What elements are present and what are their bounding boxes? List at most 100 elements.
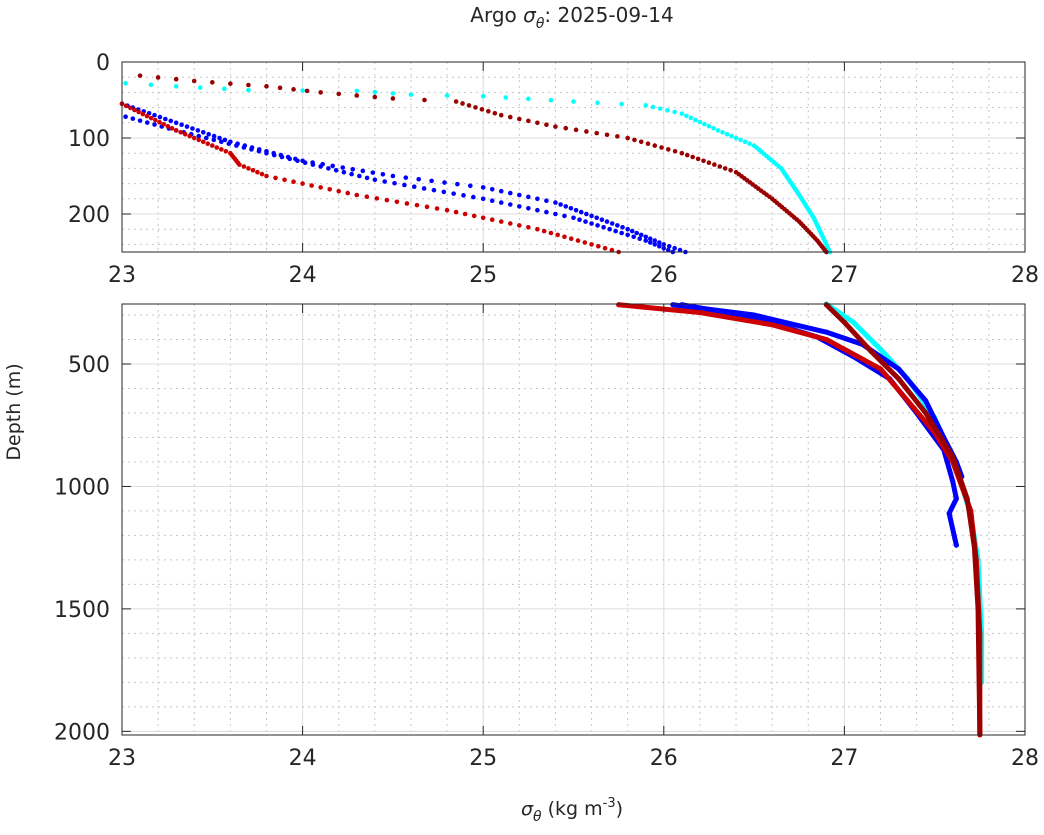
data-point <box>950 454 956 460</box>
data-point <box>326 166 331 171</box>
data-point <box>571 215 576 221</box>
data-point <box>421 186 427 191</box>
data-point <box>679 302 685 308</box>
data-point <box>507 190 513 196</box>
data-point <box>302 160 308 165</box>
data-point <box>473 105 478 110</box>
x-tick-label: 28 <box>1011 263 1039 288</box>
data-point <box>190 126 195 131</box>
data-point <box>357 173 362 179</box>
y-tick-label: 0 <box>96 51 110 76</box>
data-point <box>411 184 417 190</box>
data-point <box>526 194 531 200</box>
data-point <box>200 139 206 145</box>
y-tick-label: 2000 <box>54 720 110 745</box>
data-point <box>264 84 269 89</box>
data-point <box>562 234 567 240</box>
data-point <box>191 135 197 141</box>
data-point <box>738 137 743 143</box>
data-point <box>697 310 703 316</box>
data-point <box>526 118 531 124</box>
data-point <box>384 197 390 203</box>
data-point <box>442 180 447 185</box>
data-point <box>222 86 227 92</box>
data-point <box>300 181 305 186</box>
data-point <box>595 100 600 106</box>
data-point <box>287 156 293 162</box>
data-point <box>217 135 222 141</box>
data-point <box>492 110 498 116</box>
data-point <box>304 88 310 94</box>
data-point <box>255 169 260 175</box>
data-point <box>173 76 179 82</box>
data-point <box>953 496 959 502</box>
data-point <box>279 154 285 160</box>
data-point <box>535 120 540 126</box>
data-point <box>498 112 504 118</box>
data-point <box>318 164 323 169</box>
data-point <box>153 117 158 123</box>
data-point <box>643 238 649 243</box>
data-point <box>241 164 247 169</box>
data-point <box>563 204 569 209</box>
data-point <box>460 101 465 106</box>
data-point <box>148 115 154 121</box>
data-point <box>717 164 723 169</box>
data-point <box>327 187 332 192</box>
data-point <box>451 191 456 196</box>
data-point <box>210 143 215 148</box>
data-point <box>601 225 606 230</box>
data-point <box>345 190 351 196</box>
data-point <box>589 221 594 226</box>
data-point <box>178 130 183 135</box>
data-point <box>706 123 712 129</box>
data-point <box>724 131 730 137</box>
data-point <box>480 93 486 99</box>
data-point <box>372 94 378 100</box>
data-point <box>330 163 336 169</box>
data-point <box>841 319 847 325</box>
data-point <box>429 178 434 184</box>
data-point <box>219 139 224 145</box>
x-tick-label: 28 <box>1011 746 1039 771</box>
data-point <box>130 116 136 121</box>
data-point <box>878 346 884 352</box>
data-point <box>905 398 911 404</box>
y-tick-label: 1500 <box>54 598 110 623</box>
data-point <box>226 141 232 146</box>
data-point <box>657 106 663 111</box>
data-point <box>577 217 582 222</box>
data-point <box>728 168 733 173</box>
data-point <box>136 109 141 115</box>
data-point <box>123 103 129 109</box>
data-point <box>372 177 378 183</box>
data-point <box>277 85 283 91</box>
data-point <box>453 99 459 104</box>
data-point <box>489 198 495 203</box>
data-point <box>868 349 874 355</box>
profile-line <box>670 302 965 480</box>
data-point <box>609 247 615 253</box>
y-tick-label: 100 <box>68 127 110 152</box>
axes-deep: 23 24 25 26 27 28 500 1000 1500 2000 <box>54 301 1039 771</box>
data-point <box>553 200 558 205</box>
data-point <box>697 119 703 125</box>
data-point <box>548 97 554 103</box>
data-point <box>850 319 856 325</box>
data-point <box>392 180 397 186</box>
data-point <box>282 177 287 183</box>
axes-upper: 23 24 25 26 27 28 0 100 200 <box>68 51 1039 288</box>
data-point <box>688 115 694 121</box>
data-point <box>619 230 624 236</box>
data-point <box>594 130 600 136</box>
data-point <box>507 114 513 120</box>
data-point <box>434 206 440 211</box>
data-point <box>144 113 150 119</box>
data-point <box>372 89 378 95</box>
data-point <box>291 87 296 92</box>
data-point <box>380 172 386 177</box>
data-point <box>595 223 600 228</box>
data-point <box>374 196 380 201</box>
data-point <box>480 196 486 202</box>
data-point <box>422 97 427 103</box>
